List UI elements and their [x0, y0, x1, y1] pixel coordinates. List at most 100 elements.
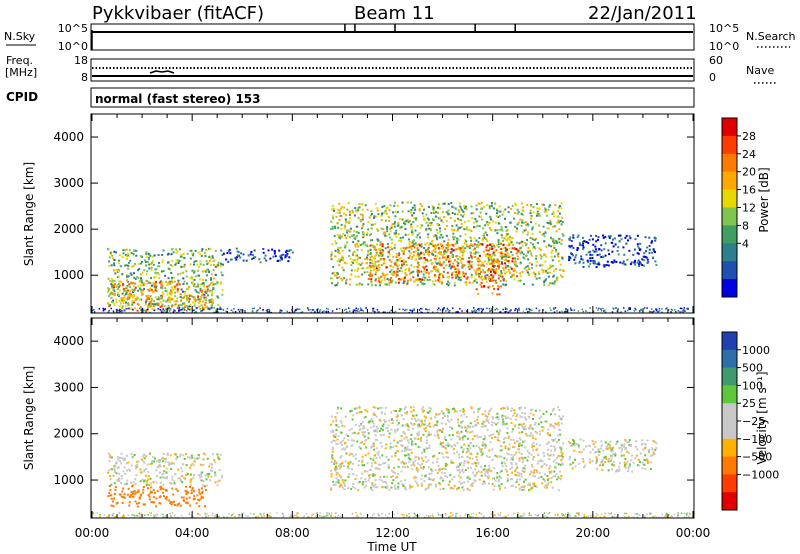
echo-cell: [510, 457, 513, 460]
echo-cell: [580, 258, 583, 260]
echo-cell: [525, 266, 528, 268]
echo-cell: [517, 250, 520, 253]
ground-scatter-cell: [592, 310, 595, 312]
colorbar-segment: [722, 118, 737, 137]
echo-cell: [511, 274, 514, 277]
echo-cell: [123, 466, 126, 469]
echo-cell: [395, 444, 398, 447]
echo-cell: [504, 266, 507, 269]
echo-cell: [151, 307, 154, 310]
echo-cell: [493, 258, 496, 261]
echo-cell: [406, 439, 409, 442]
colorbar-tick-label: 8: [742, 219, 749, 232]
echo-cell: [387, 464, 390, 467]
echo-cell: [498, 260, 501, 263]
echo-cell: [139, 468, 142, 471]
echo-cell: [140, 289, 143, 292]
echo-cell: [189, 456, 191, 459]
echo-cell: [154, 296, 157, 299]
echo-cell: [456, 213, 459, 216]
echo-cell: [214, 481, 217, 484]
echo-cell: [416, 225, 419, 228]
echo-cell: [333, 462, 336, 465]
echo-cell: [517, 211, 520, 214]
ground-scatter-cell: [419, 307, 422, 310]
echo-cell: [164, 477, 167, 479]
echo-cell: [438, 467, 441, 470]
echo-cell: [192, 254, 194, 257]
echo-cell: [483, 468, 486, 471]
echo-cell: [450, 254, 453, 257]
echo-cell: [510, 267, 513, 270]
ground-scatter-cell: [102, 310, 105, 312]
echo-cell: [504, 208, 507, 211]
echo-cell: [359, 244, 362, 247]
echo-cell: [358, 206, 361, 209]
echo-cell: [185, 464, 188, 466]
echo-cell: [395, 477, 398, 479]
echo-cell: [394, 488, 397, 490]
echo-cell: [473, 269, 476, 272]
echo-cell: [484, 274, 487, 277]
echo-cell: [161, 287, 164, 290]
echo-cell: [557, 424, 560, 427]
echo-cell: [470, 239, 473, 242]
echo-cell: [201, 248, 204, 250]
ground-scatter-cell: [617, 308, 619, 310]
echo-cell: [353, 431, 356, 434]
echo-cell: [547, 222, 550, 225]
echo-cell: [113, 493, 116, 495]
echo-cell: [123, 493, 126, 496]
echo-cell: [469, 467, 472, 470]
nsky-spikes: [344, 24, 516, 32]
echo-cell: [406, 218, 409, 221]
echo-cell: [378, 407, 381, 409]
echo-cell: [357, 275, 360, 278]
echo-cell: [457, 262, 460, 265]
ground-scatter-cell: [409, 309, 412, 312]
echo-cell: [518, 408, 521, 411]
echo-cell: [167, 277, 170, 280]
ground-scatter-cell: [178, 310, 180, 313]
ground-scatter-cell: [488, 307, 491, 310]
echo-cell: [504, 437, 507, 439]
echo-cell: [116, 284, 119, 287]
echo-cell: [406, 445, 409, 448]
echo-cell: [504, 462, 507, 465]
echo-cell: [502, 243, 505, 246]
echo-cell: [168, 300, 171, 302]
echo-cell: [450, 418, 453, 421]
echo-cell: [506, 416, 509, 419]
echo-cell: [437, 206, 439, 209]
echo-cell: [342, 212, 345, 215]
echo-cell: [476, 281, 478, 284]
echo-cell: [446, 249, 449, 252]
echo-cell: [475, 434, 478, 437]
echo-cell: [417, 262, 419, 265]
echo-cell: [507, 407, 509, 410]
echo-cell: [468, 265, 471, 268]
echo-cell: [611, 261, 614, 264]
echo-cell: [522, 457, 525, 459]
echo-cell: [340, 444, 343, 446]
echo-cell: [432, 244, 435, 247]
echo-cell: [410, 422, 412, 425]
ground-scatter-cell: [402, 308, 404, 310]
echo-cell: [378, 281, 381, 284]
echo-cell: [445, 409, 448, 412]
echo-cell: [525, 221, 528, 224]
echo-cell: [405, 436, 408, 439]
echo-cell: [453, 443, 456, 446]
echo-cell: [374, 479, 377, 482]
echo-cell: [378, 430, 381, 433]
echo-cell: [541, 425, 544, 428]
ground-scatter-cell: [665, 308, 667, 310]
echo-cell: [359, 447, 362, 450]
echo-cell: [505, 271, 508, 274]
ground-scatter-cell: [240, 309, 242, 311]
ground-scatter-cell: [528, 310, 531, 313]
echo-cell: [456, 488, 458, 491]
ground-scatter-cell: [683, 307, 685, 309]
ground-scatter-cell: [448, 309, 451, 312]
echo-cell: [349, 461, 352, 464]
